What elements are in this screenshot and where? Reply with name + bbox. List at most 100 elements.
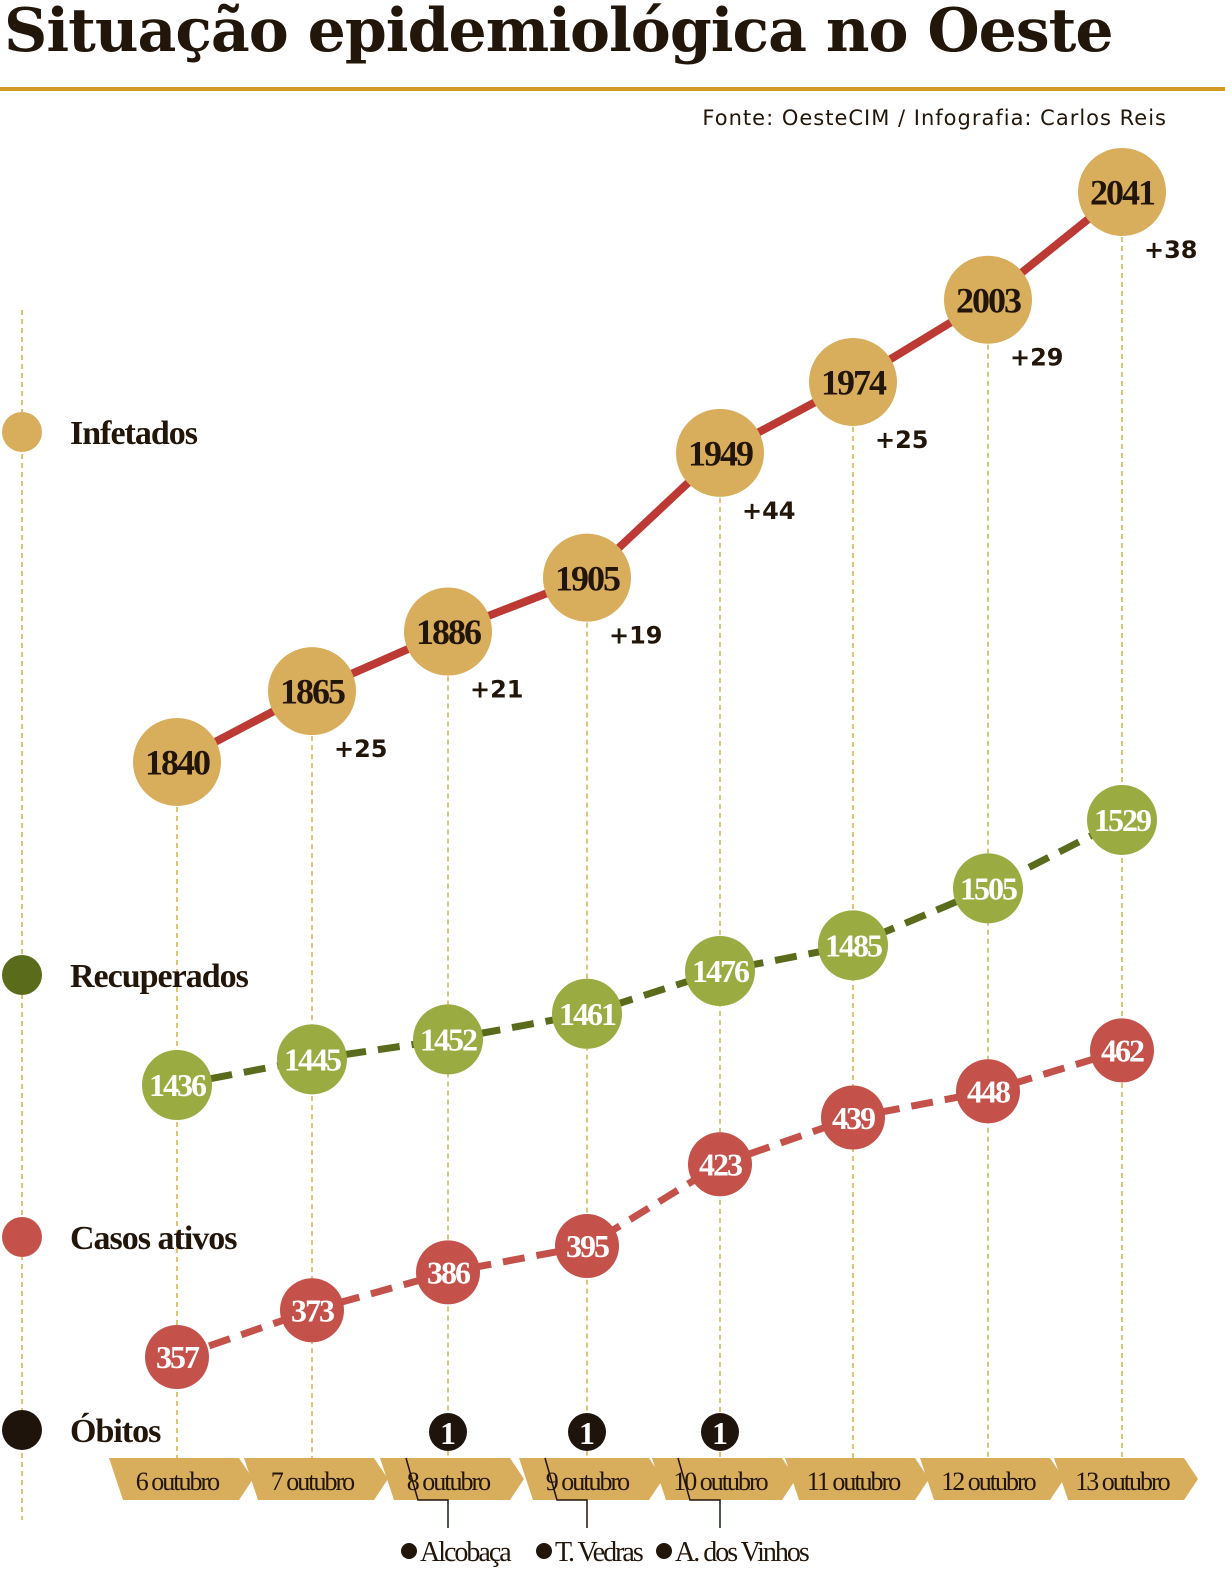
data-point (953, 853, 1023, 924)
legend-label: Infetados (70, 415, 198, 452)
series-line-1 (176, 816, 1124, 1089)
date-tab (109, 1458, 253, 1500)
data-point (133, 718, 221, 806)
data-label: 1436 (149, 1067, 207, 1103)
date-label: 12 outubro (941, 1467, 1036, 1496)
legend-marker-1 (2, 955, 42, 995)
location-bullet (536, 1543, 552, 1559)
date-tab (244, 1458, 388, 1500)
death-count: 1 (440, 1415, 456, 1451)
legend-marker-3 (2, 1410, 42, 1450)
data-label: 386 (427, 1255, 471, 1291)
location-bullet (401, 1543, 417, 1559)
data-point (1087, 784, 1157, 855)
data-label: 1452 (420, 1022, 477, 1058)
death-count: 1 (712, 1415, 728, 1451)
date-tab (380, 1458, 524, 1500)
legend-label: Óbitos (70, 1412, 161, 1450)
location-leader (677, 1457, 721, 1528)
legend-label: Recuperados (70, 958, 249, 995)
date-label: 10 outubro (673, 1467, 768, 1496)
data-point (552, 978, 622, 1049)
legend-marker-0 (2, 412, 42, 452)
data-label: 1461 (559, 996, 616, 1032)
chart-title: Situação epidemiológica no Oeste (4, 0, 1113, 66)
data-point (821, 1085, 885, 1150)
date-label: 7 outubro (271, 1467, 355, 1496)
date-tab (519, 1458, 663, 1500)
death-count: 1 (579, 1415, 595, 1451)
date-tab (652, 1458, 796, 1500)
legend-marker-2 (2, 1217, 42, 1257)
delta-label: +38 (1144, 236, 1198, 264)
data-label: 439 (832, 1100, 875, 1136)
delta-label: +19 (609, 622, 663, 650)
data-label: 1485 (825, 928, 882, 964)
death-marker (701, 1413, 739, 1451)
date-tab (785, 1458, 929, 1500)
data-label: 395 (566, 1228, 609, 1264)
location-label: Alcobaça (420, 1537, 512, 1568)
title-rule (0, 87, 1225, 91)
data-point (277, 1024, 347, 1095)
data-point (280, 1278, 344, 1343)
date-tab (1054, 1458, 1198, 1500)
legend-label: Casos ativos (70, 1220, 237, 1257)
data-point (268, 647, 356, 736)
data-point (688, 1132, 752, 1197)
data-point (145, 1325, 209, 1389)
data-label: 1529 (1094, 802, 1151, 838)
location-leader (544, 1457, 588, 1528)
data-point (1090, 1018, 1154, 1083)
death-marker (568, 1413, 606, 1451)
data-label: 1445 (284, 1042, 341, 1078)
data-point (555, 1214, 619, 1279)
death-marker (429, 1413, 467, 1451)
data-label: 448 (967, 1073, 1010, 1109)
date-label: 13 outubro (1075, 1467, 1170, 1496)
date-tab (920, 1458, 1064, 1500)
data-point (1078, 147, 1166, 236)
data-point (944, 255, 1032, 344)
data-point (685, 936, 755, 1006)
data-label: 1476 (692, 953, 750, 989)
location-leader (405, 1457, 449, 1528)
data-label: 462 (1101, 1033, 1144, 1069)
data-point (416, 1240, 480, 1305)
date-label: 6 outubro (136, 1467, 220, 1496)
date-label: 8 outubro (407, 1467, 491, 1496)
data-point (818, 910, 888, 981)
data-label: 1840 (145, 743, 210, 783)
delta-label: +25 (875, 426, 929, 454)
location-bullet (656, 1543, 672, 1559)
data-point (543, 533, 631, 622)
data-label: 2041 (1090, 173, 1155, 213)
data-label: 1905 (555, 558, 620, 598)
data-point (956, 1059, 1020, 1124)
data-point (142, 1050, 212, 1120)
data-label: 1949 (688, 433, 753, 473)
data-label: 357 (156, 1339, 200, 1375)
source-credit: Fonte: OesteCIM / Infografia: Carlos Rei… (702, 106, 1167, 130)
data-label: 2003 (956, 280, 1021, 320)
date-label: 9 outubro (546, 1467, 630, 1496)
location-label: A. dos Vinhos (675, 1537, 809, 1568)
delta-label: +44 (742, 497, 796, 525)
data-label: 1865 (280, 672, 345, 712)
data-label: 373 (291, 1292, 334, 1328)
data-label: 1974 (821, 363, 887, 403)
delta-label: +29 (1010, 344, 1064, 372)
data-point (413, 1004, 483, 1075)
date-label: 11 outubro (807, 1467, 901, 1496)
delta-label: +25 (334, 735, 388, 763)
data-label: 1505 (960, 871, 1017, 907)
data-point (676, 408, 764, 497)
delta-label: +21 (470, 676, 524, 704)
data-point (809, 337, 897, 426)
data-label: 1886 (416, 612, 481, 652)
location-label: T. Vedras (555, 1537, 643, 1568)
data-label: 423 (699, 1146, 742, 1182)
data-point (404, 587, 492, 676)
